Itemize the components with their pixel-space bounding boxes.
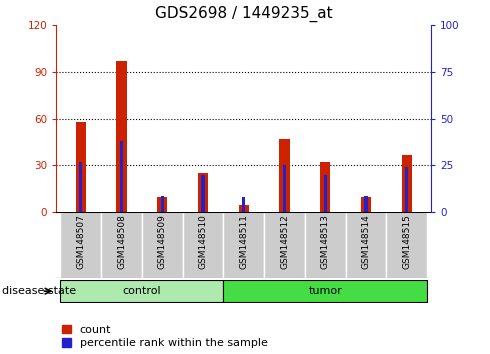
Bar bbox=[79, 162, 82, 212]
Bar bbox=[120, 141, 123, 212]
Bar bbox=[305, 212, 345, 278]
Text: GSM148512: GSM148512 bbox=[280, 215, 289, 269]
Bar bbox=[183, 212, 223, 278]
Text: GSM148515: GSM148515 bbox=[402, 215, 411, 269]
Bar bbox=[320, 162, 330, 212]
Text: GSM148513: GSM148513 bbox=[321, 215, 330, 269]
Legend: count, percentile rank within the sample: count, percentile rank within the sample bbox=[62, 325, 268, 348]
Title: GDS2698 / 1449235_at: GDS2698 / 1449235_at bbox=[155, 6, 333, 22]
Bar bbox=[60, 212, 101, 278]
Text: GSM148510: GSM148510 bbox=[198, 215, 208, 269]
Bar bbox=[142, 212, 183, 278]
Bar bbox=[242, 198, 245, 212]
Bar bbox=[387, 212, 427, 278]
Bar bbox=[365, 195, 368, 212]
Bar bbox=[405, 167, 408, 212]
Bar bbox=[60, 280, 223, 302]
Bar bbox=[223, 280, 427, 302]
Bar bbox=[264, 212, 305, 278]
Text: GSM148514: GSM148514 bbox=[362, 215, 370, 269]
Bar bbox=[323, 175, 327, 212]
Text: tumor: tumor bbox=[308, 286, 342, 296]
Bar bbox=[75, 122, 86, 212]
Bar bbox=[283, 165, 286, 212]
Text: GSM148509: GSM148509 bbox=[158, 215, 167, 269]
Bar bbox=[361, 197, 371, 212]
Text: control: control bbox=[122, 286, 161, 296]
Bar bbox=[117, 61, 126, 212]
Text: GSM148511: GSM148511 bbox=[239, 215, 248, 269]
Text: GSM148507: GSM148507 bbox=[76, 215, 85, 269]
Bar bbox=[101, 212, 142, 278]
Bar bbox=[223, 212, 264, 278]
Bar bbox=[201, 175, 205, 212]
Bar bbox=[198, 173, 208, 212]
Bar bbox=[345, 212, 387, 278]
Bar bbox=[157, 197, 168, 212]
Bar bbox=[239, 205, 249, 212]
Bar bbox=[161, 195, 164, 212]
Text: disease state: disease state bbox=[2, 286, 76, 296]
Text: GSM148508: GSM148508 bbox=[117, 215, 126, 269]
Bar bbox=[402, 155, 412, 212]
Bar bbox=[279, 139, 290, 212]
